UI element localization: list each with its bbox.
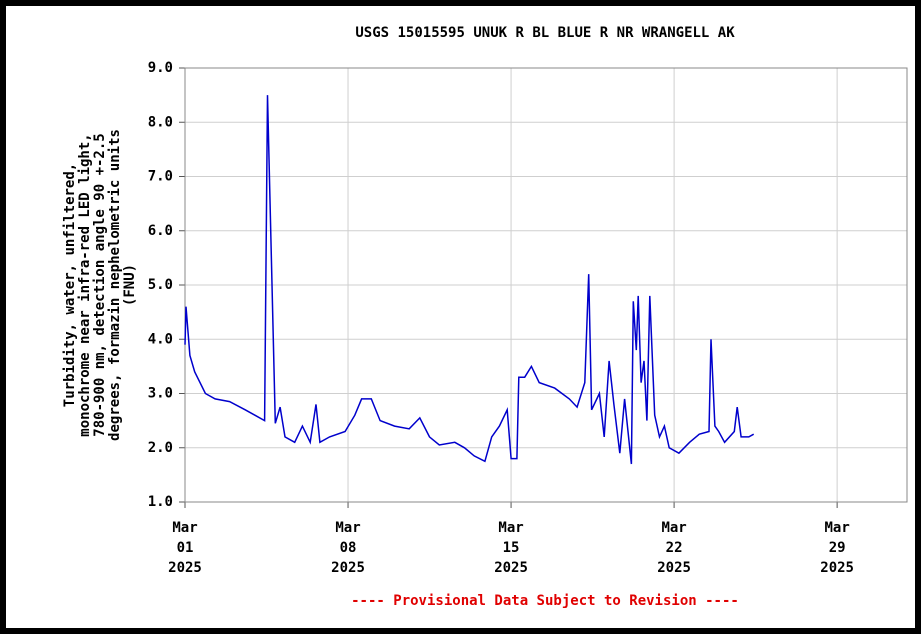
x-tick-label: Mar 01 2025 — [168, 520, 202, 576]
x-tick-label: Mar 22 2025 — [657, 520, 691, 576]
x-tick-label-line: Mar — [172, 520, 197, 536]
y-tick-label: 6.0 — [148, 223, 173, 239]
y-axis-label-line: degrees, formazin nephelometric units — [107, 129, 123, 441]
y-tick-label: 1.0 — [148, 494, 173, 510]
x-tick-label-line: Mar — [335, 520, 360, 536]
y-axis-label: Turbidity, water, unfiltered,monochrome … — [62, 129, 138, 441]
x-tick-label: Mar 29 2025 — [820, 520, 854, 576]
x-tick-label-line: Mar — [824, 520, 849, 536]
x-tick-label-line: Mar — [661, 520, 686, 536]
y-tick-label: 5.0 — [148, 277, 173, 293]
x-tick-label-line: 2025 — [657, 560, 691, 576]
y-axis-label-line: Turbidity, water, unfiltered, — [62, 163, 78, 407]
x-tick-label-line: 2025 — [820, 560, 854, 576]
x-tick-label: Mar 08 2025 — [331, 520, 365, 576]
y-tick-label: 9.0 — [148, 60, 173, 76]
x-tick-label: Mar 15 2025 — [494, 520, 528, 576]
x-tick-label-line: 08 — [340, 540, 357, 556]
x-tick-label-line: 01 — [177, 540, 194, 556]
y-tick-label: 3.0 — [148, 386, 173, 402]
y-tick-label: 2.0 — [148, 440, 173, 456]
data-line — [184, 95, 755, 465]
y-axis-label-line: monochrome near infra-red LED light, — [77, 133, 93, 436]
x-tick-label-line: 15 — [503, 540, 520, 556]
x-tick-label-line: 22 — [666, 540, 683, 556]
x-tick-label-line: 2025 — [494, 560, 528, 576]
plot-border — [184, 67, 908, 503]
y-tick-label: 4.0 — [148, 331, 173, 347]
y-tick-label: 7.0 — [148, 169, 173, 185]
x-tick-label-line: 2025 — [168, 560, 202, 576]
x-tick-label-line: Mar — [498, 520, 523, 536]
y-axis-label-line: (FNU) — [122, 264, 138, 306]
footnote: ---- Provisional Data Subject to Revisio… — [351, 593, 739, 609]
x-tick-label-line: 29 — [829, 540, 846, 556]
y-axis-label-line: 780-900 nm, detection angle 90 +-2.5 — [92, 133, 108, 436]
chart-title: USGS 15015595 UNUK R BL BLUE R NR WRANGE… — [355, 25, 735, 41]
y-tick-label: 8.0 — [148, 114, 173, 130]
x-tick-label-line: 2025 — [331, 560, 365, 576]
